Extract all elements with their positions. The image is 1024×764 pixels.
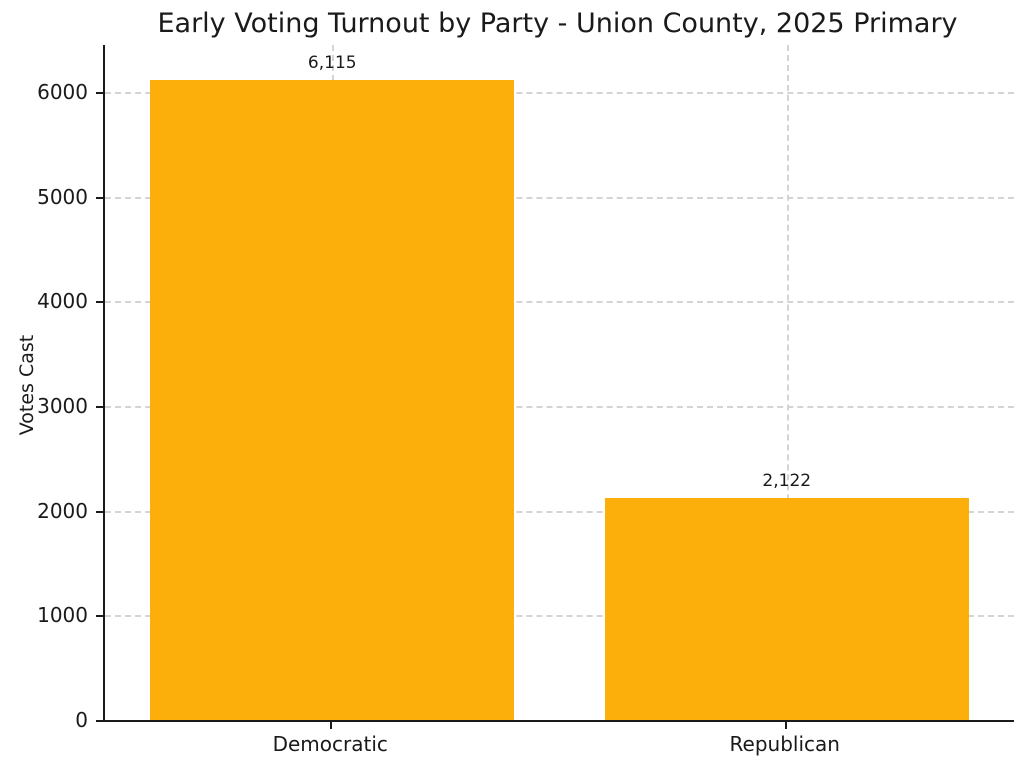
bar-value-label: 6,115 bbox=[307, 53, 357, 74]
bar-value-label: 2,122 bbox=[762, 470, 812, 491]
gridline-vertical bbox=[786, 45, 789, 720]
y-tick-mark bbox=[96, 406, 103, 409]
bar-republican bbox=[604, 497, 969, 720]
y-axis-label: Votes Cast bbox=[16, 334, 38, 436]
bar-democratic bbox=[150, 80, 515, 720]
x-tick-label-democratic: Democratic bbox=[272, 732, 388, 756]
y-tick-mark bbox=[96, 92, 103, 95]
gridline-horizontal bbox=[105, 406, 1014, 409]
x-tick-mark bbox=[330, 722, 333, 729]
y-tick-label: 4000 bbox=[37, 289, 88, 314]
y-tick-mark bbox=[96, 720, 103, 722]
y-tick-label: 2000 bbox=[37, 498, 88, 523]
y-tick-mark bbox=[96, 301, 103, 304]
y-tick-mark bbox=[96, 510, 103, 513]
gridline-horizontal bbox=[105, 615, 1014, 618]
gridline-horizontal bbox=[105, 196, 1014, 199]
chart-title: Early Voting Turnout by Party - Union Co… bbox=[157, 8, 958, 39]
plot-area: 6,115 2,122 bbox=[103, 45, 1014, 722]
y-tick-label: 5000 bbox=[37, 184, 88, 209]
y-tick-mark bbox=[96, 196, 103, 199]
y-tick-mark bbox=[96, 615, 103, 618]
x-tick-mark bbox=[784, 722, 787, 729]
gridline-horizontal bbox=[105, 92, 1014, 95]
x-tick-label-republican: Republican bbox=[729, 732, 840, 756]
y-tick-label: 6000 bbox=[37, 80, 88, 105]
gridline-horizontal bbox=[105, 301, 1014, 304]
gridline-horizontal bbox=[105, 510, 1014, 513]
y-tick-label: 1000 bbox=[37, 603, 88, 628]
y-tick-label: 0 bbox=[75, 708, 88, 732]
y-tick-label: 3000 bbox=[37, 394, 88, 419]
